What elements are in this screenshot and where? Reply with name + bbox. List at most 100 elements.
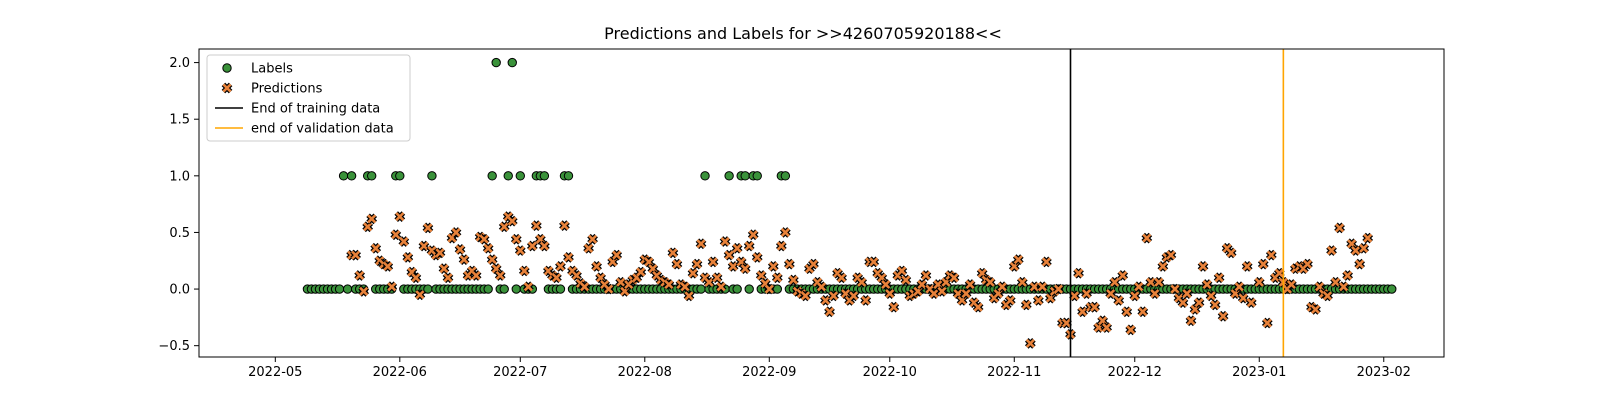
x-tick-label: 2023-02 xyxy=(1357,365,1411,380)
x-tick-label: 2022-09 xyxy=(742,365,796,380)
legend-predictions-marker-fill xyxy=(222,83,232,93)
prediction-point-fill xyxy=(435,248,445,258)
prediction-point-fill xyxy=(1258,259,1268,269)
prediction-point-fill xyxy=(752,252,762,262)
prediction-point-fill xyxy=(580,282,590,292)
label-point xyxy=(511,284,521,294)
prediction-point-fill xyxy=(1310,304,1320,314)
prediction-point-fill xyxy=(1262,318,1272,328)
prediction-point-fill xyxy=(1146,277,1156,287)
label-point xyxy=(487,171,497,181)
prediction-point-fill xyxy=(1335,223,1345,233)
y-tick-label: 0.0 xyxy=(169,283,190,298)
legend-label: End of training data xyxy=(251,102,380,117)
prediction-point-fill xyxy=(1323,291,1333,301)
prediction-point-fill xyxy=(744,241,754,251)
legend-label: end of validation data xyxy=(251,122,394,137)
prediction-point-fill xyxy=(784,259,794,269)
prediction-point-fill xyxy=(788,275,798,285)
prediction-point-fill xyxy=(1106,289,1116,299)
x-tick-label: 2022-12 xyxy=(1108,365,1162,380)
prediction-point-fill xyxy=(559,221,569,231)
prediction-point-fill xyxy=(415,290,425,300)
prediction-point-fill xyxy=(1210,300,1220,310)
prediction-point-fill xyxy=(1343,270,1353,280)
prediction-point-fill xyxy=(592,261,602,271)
prediction-point-fill xyxy=(1274,268,1284,278)
prediction-point-fill xyxy=(391,230,401,240)
prediction-point-fill xyxy=(1158,261,1168,271)
x-tick-label: 2022-11 xyxy=(987,365,1041,380)
y-tick-label: 1.0 xyxy=(169,169,190,184)
prediction-point-fill xyxy=(1238,293,1248,303)
label-point xyxy=(423,284,433,294)
prediction-point-fill xyxy=(507,216,517,226)
label-point xyxy=(342,284,353,294)
prediction-point-fill xyxy=(383,261,393,271)
prediction-point-fill xyxy=(555,261,565,271)
prediction-point-fill xyxy=(612,250,622,260)
label-point xyxy=(555,284,566,294)
prediction-point-fill xyxy=(688,268,698,278)
prediction-point-fill xyxy=(1142,233,1152,243)
prediction-point-fill xyxy=(551,273,561,283)
prediction-point-fill xyxy=(1206,291,1216,301)
legend: Labels Predictions End of training data end… xyxy=(206,54,411,142)
prediction-point-fill xyxy=(768,261,778,271)
x-tick-label: 2022-06 xyxy=(373,365,427,380)
prediction-point-fill xyxy=(423,223,433,233)
prediction-point-fill xyxy=(800,291,810,301)
prediction-point-fill xyxy=(563,252,574,262)
prediction-point-fill xyxy=(1351,246,1361,256)
label-point xyxy=(507,57,517,68)
prediction-point-fill xyxy=(1339,282,1349,292)
axes-frame xyxy=(198,48,1445,358)
prediction-point-fill xyxy=(1166,250,1176,260)
prediction-point-fill xyxy=(1138,307,1148,317)
prediction-point-fill xyxy=(1331,277,1341,287)
prediction-point-fill xyxy=(728,261,738,271)
prediction-point-fill xyxy=(1037,282,1047,292)
prediction-point-fill xyxy=(704,277,714,287)
label-point xyxy=(563,171,574,181)
prediction-point-fill xyxy=(672,259,682,269)
y-tick-label: 2.0 xyxy=(169,56,190,71)
prediction-point-fill xyxy=(471,270,481,280)
prediction-point-fill xyxy=(692,259,702,269)
prediction-point-fill xyxy=(720,236,730,247)
prediction-point-fill xyxy=(367,214,377,224)
prediction-point-fill xyxy=(1170,284,1180,294)
x-tick-label: 2023-01 xyxy=(1232,365,1286,380)
x-tick-label: 2022-05 xyxy=(248,365,302,380)
prediction-point-fill xyxy=(716,282,726,292)
prediction-point-fill xyxy=(539,241,549,251)
prediction-point-fill xyxy=(399,236,409,247)
prediction-point-fill xyxy=(1118,270,1128,280)
prediction-point-fill xyxy=(664,280,674,290)
prediction-point-fill xyxy=(1070,291,1080,301)
prediction-point-fill xyxy=(495,270,505,280)
prediction-point-fill xyxy=(1134,282,1144,292)
prediction-point-fill xyxy=(351,250,361,260)
x-tick-label: 2022-10 xyxy=(863,365,917,380)
prediction-point-fill xyxy=(571,270,582,280)
prediction-point-fill xyxy=(451,227,461,237)
prediction-point-fill xyxy=(1082,289,1092,299)
prediction-point-fill xyxy=(584,243,594,253)
label-point xyxy=(752,171,762,181)
label-point xyxy=(338,171,349,181)
prediction-point-fill xyxy=(1005,295,1015,305)
prediction-point-fill xyxy=(515,246,525,256)
prediction-point-fill xyxy=(523,282,533,292)
prediction-point-fill xyxy=(748,230,758,240)
prediction-point-fill xyxy=(636,267,646,277)
prediction-point-fill xyxy=(881,280,891,290)
chart-title: Predictions and Labels for >>42607059201… xyxy=(604,24,1002,43)
prediction-point-fill xyxy=(588,234,598,244)
y-tick-label: 1.5 xyxy=(169,113,190,128)
prediction-point-fill xyxy=(937,286,947,296)
y-tick-label: −0.5 xyxy=(158,339,190,354)
prediction-point-fill xyxy=(825,307,835,317)
prediction-point-fill xyxy=(1130,291,1140,301)
